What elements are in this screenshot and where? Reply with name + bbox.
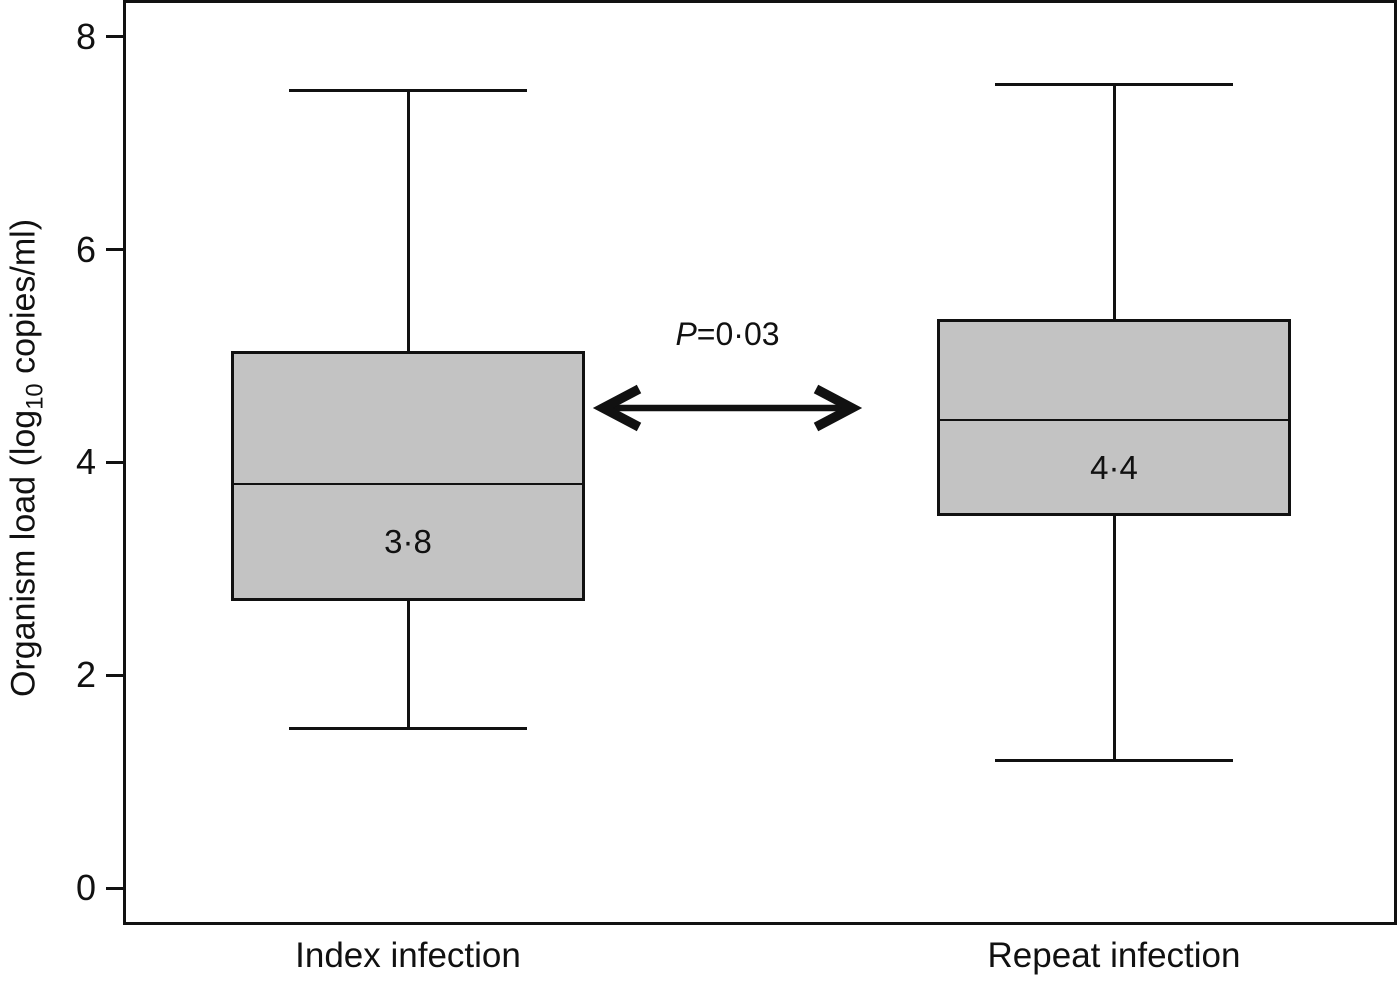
median-line <box>231 482 585 485</box>
whisker-lower-cap <box>995 758 1233 762</box>
box-iqr <box>937 318 1291 516</box>
y-tick-label: 0 <box>75 867 96 908</box>
whisker-lower-line <box>406 600 410 729</box>
y-tick-mark <box>106 886 123 890</box>
y-tick-label: 8 <box>75 15 96 57</box>
whisker-upper-line <box>406 90 410 351</box>
median-line <box>937 418 1291 421</box>
y-tick-label: 4 <box>75 441 96 483</box>
p-symbol: P <box>675 316 697 352</box>
whisker-lower-line <box>1112 515 1116 761</box>
y-tick-label: 6 <box>75 228 96 270</box>
x-category-label-repeat-infection: Repeat infection <box>987 936 1241 975</box>
y-tick-mark <box>106 460 123 464</box>
p-value-annotation: P=0·03 <box>590 316 865 353</box>
y-tick-mark <box>106 248 123 252</box>
y-tick-mark <box>106 673 123 677</box>
double-arrow-icon <box>592 384 863 432</box>
y-tick-label: 2 <box>75 654 96 696</box>
box-iqr <box>231 350 585 601</box>
whisker-upper-cap <box>289 88 527 92</box>
y-axis-title-subscript: 10 <box>21 383 49 410</box>
whisker-upper-cap <box>995 83 1233 87</box>
y-tick-mark <box>106 35 123 39</box>
p-value-text: =0·03 <box>696 316 780 352</box>
whisker-upper-line <box>1112 84 1116 319</box>
median-value-label: 3·8 <box>384 523 432 561</box>
whisker-lower-cap <box>289 726 527 730</box>
x-category-label-index-infection: Index infection <box>295 936 521 975</box>
median-value-label: 4·4 <box>1090 448 1138 486</box>
plot-area-border <box>123 0 1397 925</box>
